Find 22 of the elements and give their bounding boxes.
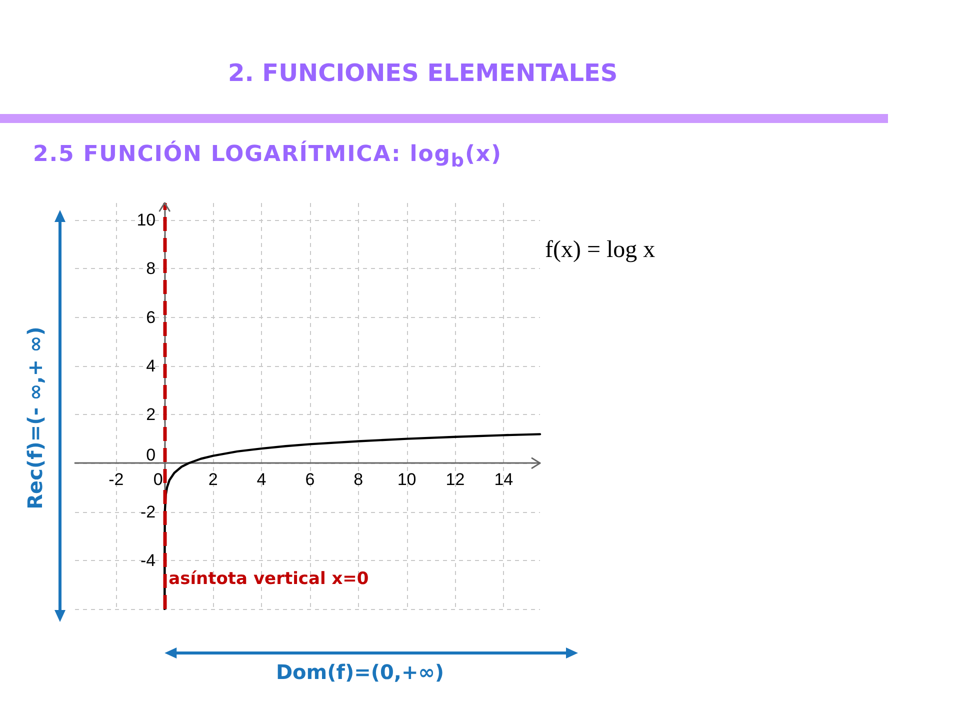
text: Rec(f)=(- ∞,+ ∞) (23, 326, 47, 510)
x-tick-label: 6 (305, 470, 315, 490)
y-tick-label: 0 (146, 446, 156, 465)
y-tick-label: -4 (140, 550, 156, 570)
ref-line-label: asíntota vertical x=0 (168, 569, 369, 589)
x-tick-label: 14 (494, 470, 514, 490)
text: Dom(f)=(0,+∞) (276, 660, 444, 684)
y-tick-label: 10 (136, 210, 156, 230)
x-tick-label: 12 (446, 470, 465, 490)
y-tick-label: 6 (146, 308, 156, 327)
x-tick-label: 8 (354, 470, 364, 490)
x-tick-label: 2 (208, 470, 218, 490)
x-tick-label: 4 (256, 470, 266, 490)
y-tick-label: -2 (140, 502, 156, 522)
y-tick-label: 4 (146, 356, 156, 376)
x-tick-label: 10 (397, 470, 416, 490)
chart-title: 2. FUNCIONES ELEMENTALES (228, 58, 618, 88)
y-tick-label: 2 (146, 405, 156, 424)
text: f(x) = log x (545, 237, 656, 263)
y-tick-label: 8 (146, 259, 156, 278)
chart-subtitle: 2.5 FUNCIÓN LOGARÍTMICA: log$_{b}$(x) (33, 141, 502, 174)
x-tick-label: -2 (108, 470, 124, 490)
